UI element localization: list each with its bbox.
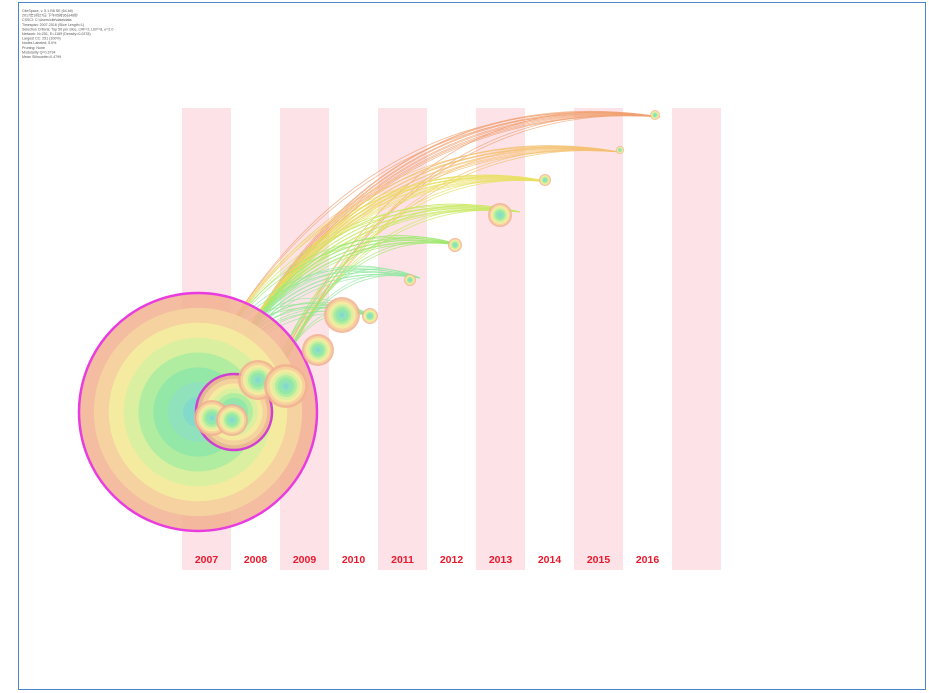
- year-label: 2012: [440, 554, 464, 566]
- header-line: Largest CC: 251 (100%): [22, 37, 61, 41]
- node-outline: [77, 291, 319, 533]
- header-line: CiteSpace, v. 5.1.R8 SE (64-bit): [22, 9, 73, 13]
- year-stripe: [574, 108, 623, 570]
- node-ring: [316, 348, 320, 352]
- header-line: Nodes Labeled: 5.0%: [22, 41, 57, 45]
- node-ring: [283, 383, 289, 389]
- node-ring: [209, 415, 215, 421]
- stripes: [182, 108, 721, 570]
- nodes: [77, 110, 660, 533]
- header-line: CSSCI: C:\Users\cite\data\data: [22, 18, 72, 22]
- header-line: Pruning: None: [22, 46, 45, 50]
- year-label: 2007: [195, 554, 219, 566]
- node-ring: [619, 149, 621, 151]
- node-ring: [498, 213, 502, 217]
- year-stripe: [476, 108, 525, 570]
- node-ring: [339, 312, 345, 318]
- node-ring: [369, 315, 371, 317]
- node-ring: [544, 179, 546, 181]
- node-ring: [230, 418, 234, 422]
- node-ring: [454, 244, 456, 246]
- header-line: Mean Silhouette=0.4799: [22, 55, 61, 59]
- node-ring: [409, 279, 411, 281]
- link: [248, 176, 551, 334]
- header-line: 2017年9月27日 下午05时36分46秒: [22, 13, 78, 18]
- header-line: Network: N=251, E=1189 (Density=0.0378): [22, 32, 91, 36]
- year-label: 2009: [293, 554, 317, 566]
- header-line: Modularity Q=0.3734: [22, 50, 55, 54]
- link: [210, 112, 661, 358]
- year-label: 2011: [391, 554, 414, 566]
- year-label: 2008: [244, 554, 268, 566]
- header-line: Timespan: 2007-2016 (Slice Length=1): [22, 23, 84, 27]
- year-label: 2013: [489, 554, 513, 566]
- node-ring: [255, 377, 261, 383]
- year-stripe: [672, 108, 721, 570]
- frame: [18, 2, 926, 690]
- labels: 2007 2008 2009 2010 2011 2012 2013 2014 2015 2016…: [22, 9, 659, 566]
- year-label: 2010: [342, 554, 366, 566]
- node-ring: [654, 114, 656, 116]
- header-line: Selection Criteria: Top 50 per slice, LR…: [22, 27, 113, 31]
- link: [262, 145, 621, 402]
- year-label: 2016: [636, 554, 660, 566]
- year-label: 2015: [587, 554, 611, 566]
- year-label: 2014: [538, 554, 562, 566]
